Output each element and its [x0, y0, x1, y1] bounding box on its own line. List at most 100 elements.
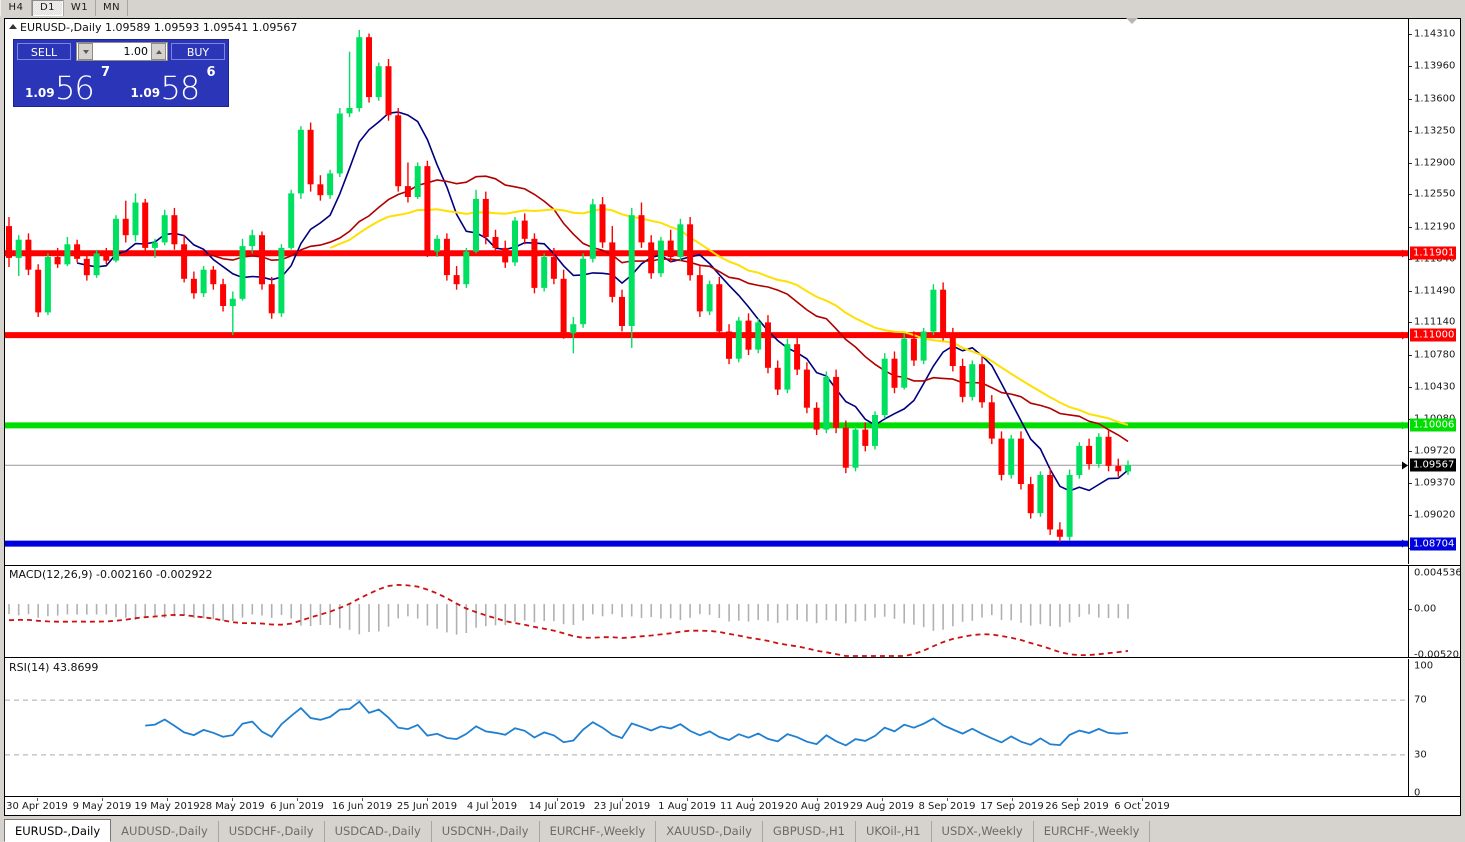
timeframe-tab-mn[interactable]: MN	[96, 0, 128, 16]
macd-scale-axis: 0.004536 0.00 -0.005205	[1408, 566, 1460, 657]
candle-body	[920, 331, 927, 361]
date-axis-label: 1 Aug 2019	[658, 801, 716, 812]
candle-body	[1125, 465, 1131, 472]
chart-tab-usdx-weekly[interactable]: USDX-,Weekly	[932, 821, 1034, 842]
target-level-badge[interactable]: 1.08704	[1402, 537, 1457, 551]
collapse-triangle-icon[interactable]	[9, 24, 17, 29]
toolbar-empty-area	[128, 0, 1465, 16]
chart-scroll-marker-icon[interactable]	[1126, 18, 1138, 25]
chart-tab-xauusd-daily[interactable]: XAUUSD-,Daily	[656, 821, 763, 842]
buy-price-cell[interactable]: 1.09 58 6	[122, 63, 225, 107]
sell-price-cell[interactable]: 1.09 56 7	[17, 63, 120, 107]
timeframe-tab-h4[interactable]: H4	[0, 0, 32, 16]
timeframe-tab-w1[interactable]: W1	[64, 0, 96, 16]
one-click-trading-panel[interactable]: SELL 1.00 BUY 1.09 56 7 1.09 58 6	[13, 39, 229, 107]
resistance-level-badge-2[interactable]: 1.11000	[1402, 328, 1457, 342]
candle-body	[570, 324, 577, 334]
price-scale-tick	[1409, 355, 1412, 357]
lot-decrement-icon[interactable]	[78, 43, 93, 60]
candle-body	[949, 335, 956, 366]
sell-button[interactable]: SELL	[17, 43, 71, 60]
date-axis-label: 23 Jul 2019	[593, 801, 651, 812]
candle-body	[910, 338, 917, 361]
candle-body	[336, 113, 343, 174]
price-scale-label: 1.11490	[1414, 285, 1456, 297]
candle-body	[297, 129, 304, 194]
candle-body	[619, 296, 625, 326]
trade-panel-top-row: SELL 1.00 BUY	[14, 40, 228, 62]
macd-plot	[8, 583, 1129, 657]
candle-body	[15, 239, 22, 258]
chart-tab-usdcad-daily[interactable]: USDCAD-,Daily	[325, 821, 432, 842]
macd-zero-tick	[1409, 608, 1412, 610]
candle-body	[638, 215, 645, 243]
candle-body	[959, 366, 966, 397]
macd-pane[interactable]: MACD(12,26,9) -0.002160 -0.002922 0.0045…	[5, 565, 1460, 658]
candle-body	[901, 338, 908, 388]
chart-window: EURUSD-,Daily 1.09589 1.09593 1.09541 1.…	[4, 18, 1461, 816]
candle-body	[872, 415, 878, 446]
date-axis-tick	[362, 798, 363, 801]
candle-body	[550, 257, 557, 279]
badge-pointer-icon	[1402, 249, 1408, 258]
macd-scale-label: 0.004536	[1414, 567, 1460, 579]
candle-body	[35, 269, 42, 313]
resistance-level-badge[interactable]: 1.11901	[1402, 246, 1457, 260]
candle-body	[132, 202, 139, 236]
candle-body	[521, 220, 528, 239]
date-axis-tick	[882, 798, 883, 801]
price-scale-axis[interactable]: 1.14310 1.13960 1.13600 1.13250 1.12900 1.125…	[1402, 19, 1460, 564]
candle-body	[220, 284, 227, 306]
price-scale-label: 1.13960	[1414, 60, 1456, 72]
candle-body	[1017, 438, 1024, 484]
date-axis-tick	[1012, 798, 1013, 801]
lot-increment-icon[interactable]	[151, 43, 166, 60]
current-price-badge[interactable]: 1.09567	[1402, 458, 1457, 472]
candle-body	[327, 173, 334, 196]
candle-body	[181, 244, 188, 279]
chart-tab-usdcnh-daily[interactable]: USDCNH-,Daily	[432, 821, 540, 842]
timeframe-tab-d1[interactable]: D1	[32, 0, 64, 16]
candle-body	[200, 269, 207, 294]
price-scale-label: 1.13250	[1414, 125, 1456, 137]
date-axis-tick	[37, 798, 38, 801]
support-level-badge[interactable]: 1.10006	[1402, 418, 1457, 432]
badge-pointer-icon	[1402, 539, 1408, 548]
candle-body	[852, 429, 859, 468]
price-scale-tick	[1409, 194, 1412, 196]
chart-symbol-header: EURUSD-,Daily 1.09589 1.09593 1.09541 1.…	[9, 21, 297, 34]
candle-body	[1008, 438, 1015, 475]
candle-body	[434, 238, 441, 252]
price-pane[interactable]: EURUSD-,Daily 1.09589 1.09593 1.09541 1.…	[5, 19, 1460, 564]
chart-tab-usdchf-daily[interactable]: USDCHF-,Daily	[219, 821, 325, 842]
rsi-plot	[5, 699, 1408, 756]
lot-size-input[interactable]: 1.00	[123, 45, 149, 58]
candle-body	[609, 242, 616, 297]
buy-price-base: 1.09	[130, 86, 161, 100]
chart-tab-eurchf-weekly[interactable]: EURCHF-,Weekly	[540, 821, 657, 842]
candle-body	[677, 224, 684, 257]
candle-body	[745, 320, 752, 350]
chart-tab-eurchf-weekly[interactable]: EURCHF-,Weekly	[1034, 821, 1151, 842]
rsi-scale-label: 100	[1414, 660, 1434, 672]
candle-body	[142, 202, 149, 248]
candle-body	[1086, 445, 1093, 465]
chart-tab-audusd-daily[interactable]: AUDUSD-,Daily	[111, 821, 219, 842]
candle-body	[317, 184, 324, 196]
candle-body	[1066, 475, 1073, 537]
chart-tab-ukoil-h1[interactable]: UKOil-,H1	[856, 821, 932, 842]
candle-body	[696, 275, 703, 312]
buy-button[interactable]: BUY	[171, 43, 225, 60]
lot-size-stepper[interactable]: 1.00	[76, 42, 168, 61]
candle-body	[307, 129, 314, 185]
chart-tab-gbpusd-h1[interactable]: GBPUSD-,H1	[763, 821, 856, 842]
chart-tab-eurusd-daily[interactable]: EURUSD-,Daily	[4, 819, 112, 842]
date-axis-label: 25 Jun 2019	[396, 801, 458, 812]
candle-body	[424, 166, 431, 252]
candle-body	[833, 376, 840, 428]
rsi-pane[interactable]: RSI(14) 43.8699 100 70 30 0	[5, 659, 1460, 797]
date-axis-label: 11 Aug 2019	[719, 801, 785, 812]
candle-body	[64, 244, 71, 265]
date-axis-tick	[232, 798, 233, 801]
